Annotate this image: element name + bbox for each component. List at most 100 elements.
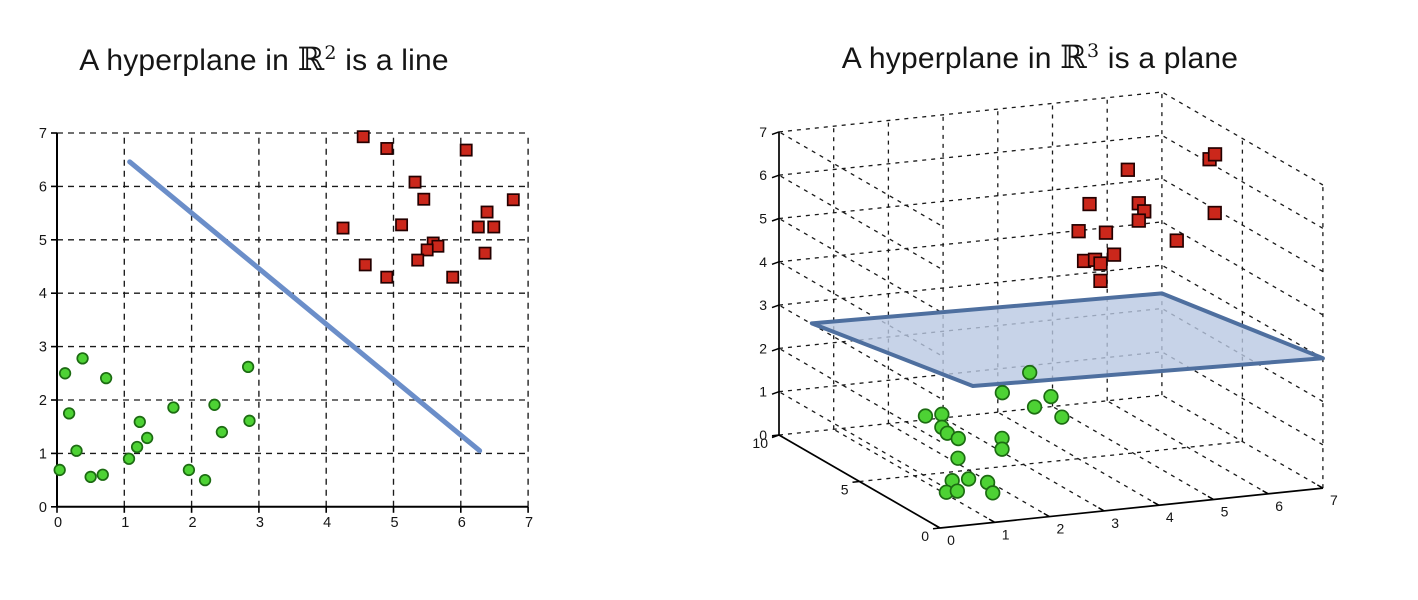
data-point-green-circles-class <box>76 352 89 365</box>
separating-plane <box>809 291 1325 389</box>
data-point-green-circles-class <box>99 371 113 385</box>
rightwall-grid-z <box>1161 91 1324 186</box>
data-point-red-squares-class <box>380 270 394 284</box>
z-tick-3d <box>771 347 780 352</box>
data-point-green-circles-class <box>133 415 146 429</box>
x-axis <box>939 487 1323 529</box>
data-point-red-squares-class <box>1093 256 1108 271</box>
y-tick-label: 3 <box>39 340 47 356</box>
data-point-red-squares-class <box>431 239 445 253</box>
y-tick-label: 5 <box>39 233 47 249</box>
x-tick-label: 3 <box>256 515 264 531</box>
y-tick-label: 4 <box>39 286 47 302</box>
double-struck-r-symbol: ℝ <box>297 40 325 78</box>
backwall-grid-z <box>778 91 1162 133</box>
y-tick-label: 0 <box>39 500 47 516</box>
leftwall-grid-z <box>778 347 941 442</box>
separating-line <box>127 159 483 454</box>
x-tick-label: 6 <box>458 515 466 531</box>
y-tick-label-3d: 10 <box>752 435 768 451</box>
data-point-red-squares-class <box>1131 213 1146 228</box>
x-tick-label-3d: 1 <box>1002 526 1010 542</box>
data-point-green-circles-class <box>53 463 66 477</box>
data-point-red-squares-class <box>1106 247 1122 262</box>
data-point-green-circles-class <box>241 360 255 374</box>
floor-grid-x <box>1052 405 1214 501</box>
backwall-grid-z <box>778 264 1162 306</box>
z-tick-3d <box>771 390 780 395</box>
rightwall-grid-z <box>1161 134 1324 229</box>
data-point-green-circles-class <box>960 471 977 487</box>
data-point-green-circles-class <box>167 401 180 414</box>
data-point-green-circles-class <box>243 414 256 427</box>
y-tick-label: 2 <box>39 393 47 409</box>
data-point-red-squares-class <box>480 205 494 219</box>
data-point-red-squares-class <box>380 142 394 155</box>
x-tick-3d <box>1262 489 1269 495</box>
z-tick-3d <box>771 174 780 179</box>
x-tick-label: 2 <box>189 515 197 531</box>
data-point-red-squares-class <box>395 218 409 232</box>
x-tick-label-3d: 3 <box>1111 515 1119 531</box>
data-point-green-circles-class <box>62 407 76 420</box>
grid <box>57 132 529 507</box>
data-point-green-circles-class <box>985 485 1001 501</box>
floor-grid-x <box>1106 400 1269 495</box>
y-tick-3d <box>852 480 860 484</box>
grid-3d <box>778 91 1324 523</box>
data-point-green-circles-class <box>198 473 212 487</box>
x-tick-label: 1 <box>121 515 129 531</box>
data-point-red-squares-class <box>1120 162 1135 177</box>
right-title-prefix: A hyperplane in <box>841 42 1061 75</box>
y-tick-label-3d: 0 <box>921 528 929 544</box>
data-point-red-squares-class <box>411 253 425 267</box>
data-point-red-squares-class <box>446 270 460 284</box>
data-point-red-squares-class <box>417 192 431 206</box>
data-point-green-circles-class <box>141 431 154 445</box>
data-point-green-circles-class <box>1022 364 1038 381</box>
z-tick-3d <box>771 131 780 136</box>
x-tick-label: 0 <box>54 515 62 531</box>
data-point-green-circles-class <box>84 470 97 484</box>
leftwall-grid-z <box>778 304 941 399</box>
backwall-grid-z <box>778 134 1162 176</box>
left-title-exponent: 2 <box>324 42 337 64</box>
data-point-green-circles-class <box>1026 399 1043 415</box>
data-point-green-circles-class <box>1054 409 1070 425</box>
x-tick-3d <box>1316 484 1324 489</box>
x-tick-label-3d: 5 <box>1221 504 1229 520</box>
data-point-green-circles-class <box>950 430 966 447</box>
rightwall-grid-z <box>1161 221 1324 316</box>
data-point-red-squares-class <box>358 258 372 272</box>
data-point-red-squares-class <box>471 220 485 234</box>
rightwall-grid-z <box>1161 264 1324 359</box>
x-tick-label-3d: 6 <box>1275 498 1283 514</box>
data-point-green-circles-class <box>1043 388 1059 405</box>
z-tick-label-3d: 3 <box>759 297 767 313</box>
data-point-green-circles-class <box>949 483 965 499</box>
backwall-grid-z <box>778 221 1162 263</box>
data-point-green-circles-class <box>122 452 136 465</box>
leftwall-grid-z <box>778 217 941 313</box>
data-point-green-circles-class <box>58 367 72 380</box>
leftwall-grid-z <box>778 174 941 269</box>
hyperplane <box>127 159 483 454</box>
data-point-red-squares-class <box>1098 225 1114 240</box>
right-title-exponent: 3 <box>1086 40 1100 62</box>
z-tick-label-3d: 7 <box>759 124 767 140</box>
data-point-red-squares-class <box>356 130 370 144</box>
y-tick-label-3d: 5 <box>841 482 849 498</box>
data-point-green-circles-class <box>934 406 950 422</box>
data-point-green-circles-class <box>994 385 1010 401</box>
z-tick-label-3d: 5 <box>759 211 767 227</box>
data-points <box>53 130 520 487</box>
leftwall-grid-z <box>778 131 941 226</box>
data-point-red-squares-class <box>1207 147 1223 162</box>
z-tick-label-3d: 1 <box>759 384 767 400</box>
data-point-red-squares-class <box>336 221 350 235</box>
y-tick-3d <box>932 527 941 530</box>
